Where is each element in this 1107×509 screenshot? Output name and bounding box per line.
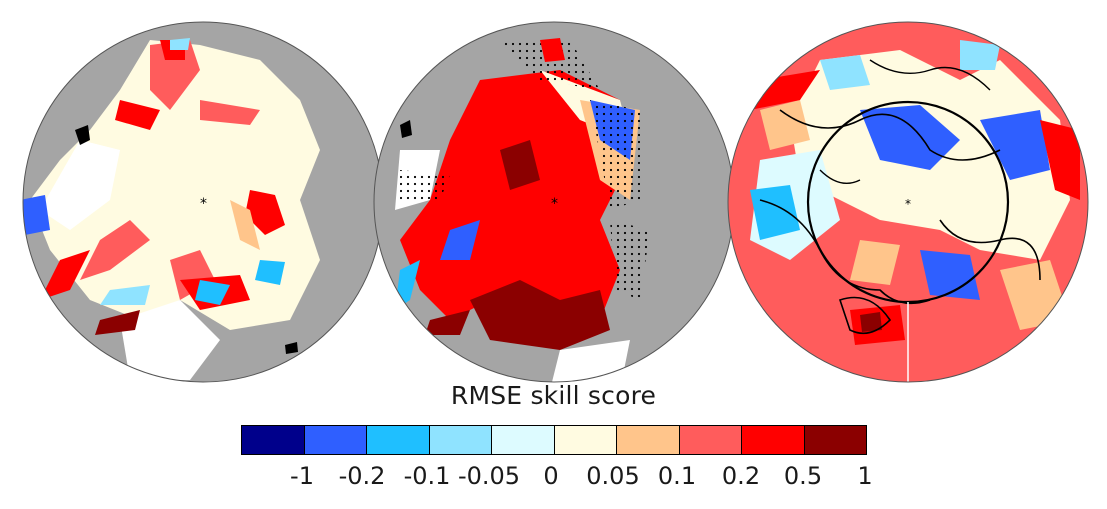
colorbar-segment-2: [304, 426, 367, 454]
map-panel-1: *: [22, 21, 384, 383]
colorbar-segment-9: [742, 426, 805, 454]
colorbar-tick-label: -1: [290, 462, 314, 490]
colorbar-tick-label: 0: [543, 462, 559, 490]
colorbar-tick-label: 0.5: [783, 462, 823, 490]
colorbar-tick-label: -0.2: [338, 462, 386, 490]
colorbar: [241, 425, 867, 455]
colorbar-segment-8: [679, 426, 742, 454]
colorbar-segment-1: [242, 426, 305, 454]
colorbar-segment-5: [492, 426, 555, 454]
colorbar-tick-label: -0.05: [457, 462, 521, 490]
colorbar-segment-7: [617, 426, 680, 454]
colorbar-tick-label: 0.05: [586, 462, 640, 490]
colorbar-title: RMSE skill score: [450, 381, 657, 410]
arctic-maps: *: [22, 21, 1089, 383]
colorbar-segment-4: [429, 426, 492, 454]
colorbar-ticks: -1 -0.2 -0.1 -0.05 0 0.05 0.1 0.2 0.5 1: [0, 462, 1107, 498]
colorbar-tick-label: -0.1: [403, 462, 451, 490]
svg-text:*: *: [551, 196, 558, 212]
svg-text:*: *: [905, 197, 911, 211]
map-panel-2: *: [373, 21, 735, 383]
colorbar-segment-6: [554, 426, 617, 454]
map-panel-3: *: [727, 21, 1089, 383]
colorbar-segment-3: [367, 426, 430, 454]
colorbar-tick-label: 1: [857, 462, 873, 490]
colorbar-tick-label: 0.2: [721, 462, 761, 490]
colorbar-tick-label: 0.1: [657, 462, 697, 490]
svg-text:*: *: [200, 196, 207, 212]
colorbar-segment-10: [804, 426, 866, 454]
